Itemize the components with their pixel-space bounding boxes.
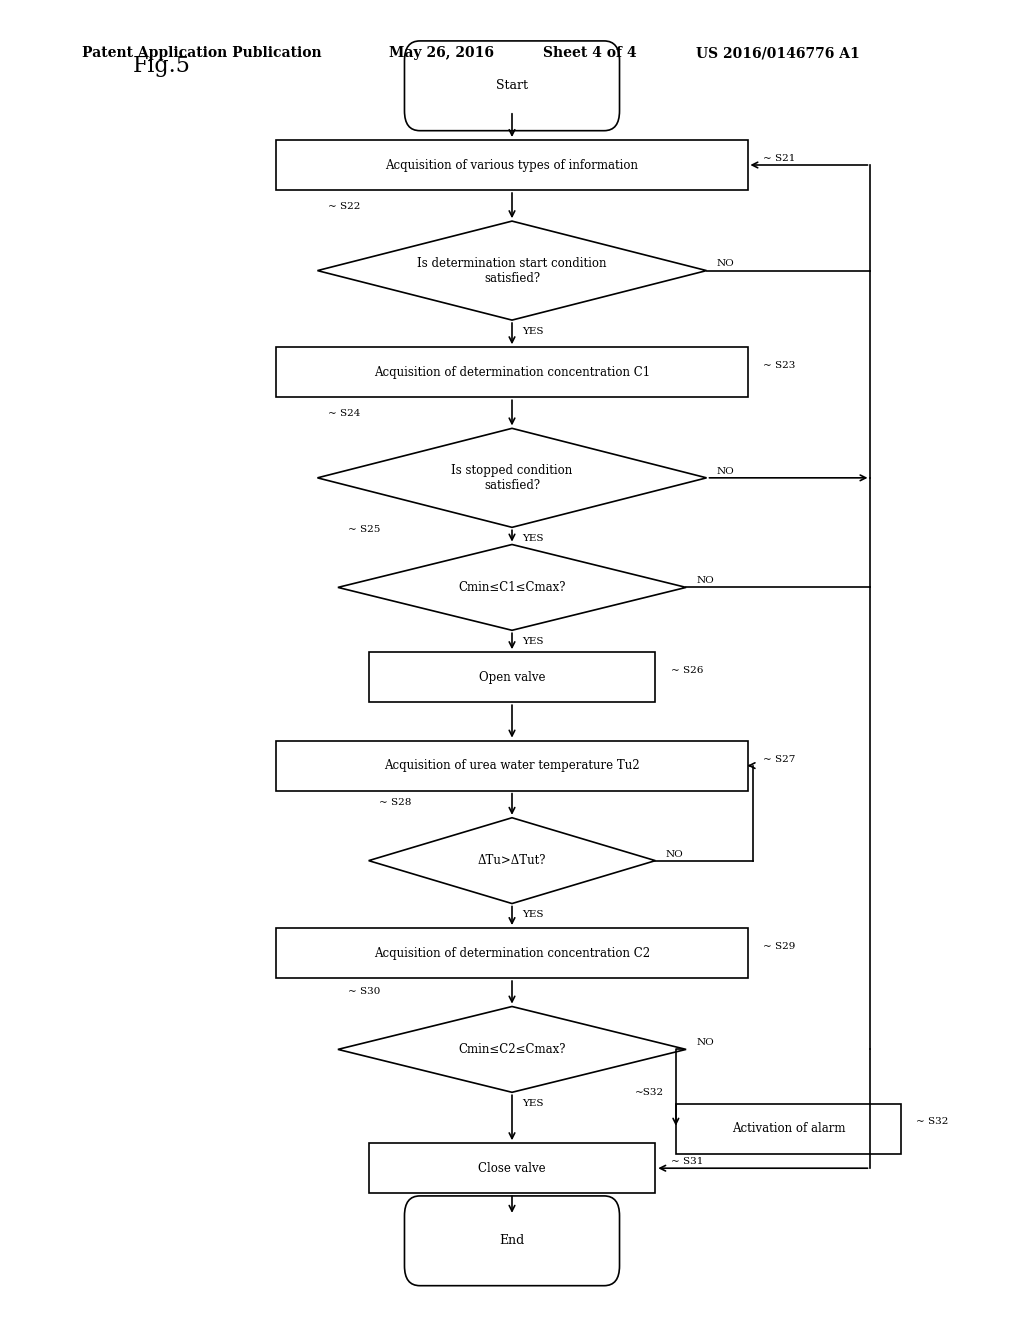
Text: ~ S25: ~ S25 bbox=[348, 525, 381, 533]
Text: ~ S28: ~ S28 bbox=[379, 799, 412, 808]
Text: US 2016/0146776 A1: US 2016/0146776 A1 bbox=[696, 46, 860, 61]
Text: Sheet 4 of 4: Sheet 4 of 4 bbox=[543, 46, 636, 61]
Polygon shape bbox=[369, 818, 655, 903]
FancyBboxPatch shape bbox=[404, 41, 620, 131]
Text: Is determination start condition
satisfied?: Is determination start condition satisfi… bbox=[417, 256, 607, 285]
FancyBboxPatch shape bbox=[369, 1143, 655, 1193]
Text: Acquisition of determination concentration C1: Acquisition of determination concentrati… bbox=[374, 366, 650, 379]
Polygon shape bbox=[338, 544, 686, 630]
Text: YES: YES bbox=[522, 533, 544, 543]
Text: Patent Application Publication: Patent Application Publication bbox=[82, 46, 322, 61]
Text: NO: NO bbox=[696, 1039, 714, 1047]
FancyBboxPatch shape bbox=[276, 347, 748, 397]
Text: ~ S22: ~ S22 bbox=[328, 202, 360, 210]
Text: NO: NO bbox=[666, 850, 683, 858]
FancyBboxPatch shape bbox=[276, 741, 748, 791]
Text: ~ S23: ~ S23 bbox=[763, 362, 796, 370]
Polygon shape bbox=[317, 220, 707, 319]
Text: NO: NO bbox=[696, 577, 714, 585]
Text: NO: NO bbox=[717, 467, 734, 475]
Text: Open valve: Open valve bbox=[479, 671, 545, 684]
Text: Fig.5: Fig.5 bbox=[133, 54, 191, 77]
Text: ΔTu>ΔTut?: ΔTu>ΔTut? bbox=[478, 854, 546, 867]
Text: Activation of alarm: Activation of alarm bbox=[732, 1122, 845, 1135]
Text: Start: Start bbox=[496, 79, 528, 92]
Text: Cmin≤C2≤Cmax?: Cmin≤C2≤Cmax? bbox=[459, 1043, 565, 1056]
Text: ~ S27: ~ S27 bbox=[763, 755, 796, 763]
Text: YES: YES bbox=[522, 1098, 544, 1107]
FancyBboxPatch shape bbox=[676, 1104, 901, 1154]
Text: Acquisition of determination concentration C2: Acquisition of determination concentrati… bbox=[374, 946, 650, 960]
Text: ~ S26: ~ S26 bbox=[671, 667, 703, 675]
Text: YES: YES bbox=[522, 326, 544, 335]
Text: YES: YES bbox=[522, 636, 544, 645]
Polygon shape bbox=[338, 1006, 686, 1093]
FancyBboxPatch shape bbox=[276, 928, 748, 978]
FancyBboxPatch shape bbox=[369, 652, 655, 702]
Text: ~ S30: ~ S30 bbox=[348, 987, 381, 995]
Text: NO: NO bbox=[717, 260, 734, 268]
Text: ~ S21: ~ S21 bbox=[763, 154, 796, 162]
Text: Is stopped condition
satisfied?: Is stopped condition satisfied? bbox=[452, 463, 572, 492]
Text: End: End bbox=[500, 1234, 524, 1247]
FancyBboxPatch shape bbox=[404, 1196, 620, 1286]
Polygon shape bbox=[317, 428, 707, 527]
Text: Acquisition of urea water temperature Tu2: Acquisition of urea water temperature Tu… bbox=[384, 759, 640, 772]
Text: Close valve: Close valve bbox=[478, 1162, 546, 1175]
Text: YES: YES bbox=[522, 911, 544, 919]
Text: ~S32: ~S32 bbox=[635, 1088, 664, 1097]
Text: ~ S32: ~ S32 bbox=[916, 1118, 949, 1126]
Text: ~ S24: ~ S24 bbox=[328, 409, 360, 417]
Text: ~ S31: ~ S31 bbox=[671, 1158, 703, 1166]
Text: ~ S29: ~ S29 bbox=[763, 942, 796, 950]
Text: Acquisition of various types of information: Acquisition of various types of informat… bbox=[385, 158, 639, 172]
Text: May 26, 2016: May 26, 2016 bbox=[389, 46, 495, 61]
Text: Cmin≤C1≤Cmax?: Cmin≤C1≤Cmax? bbox=[459, 581, 565, 594]
FancyBboxPatch shape bbox=[276, 140, 748, 190]
